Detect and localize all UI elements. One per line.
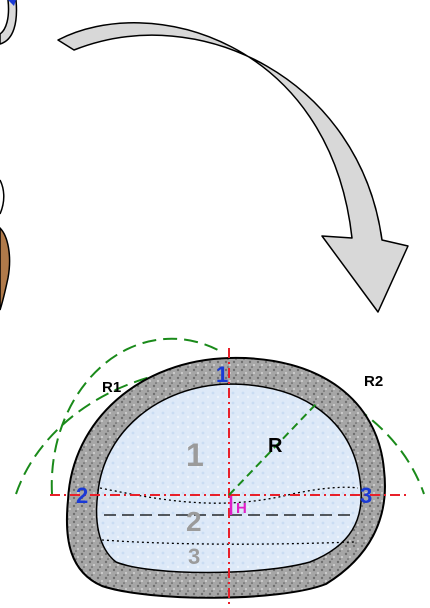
height-label: H: [236, 500, 247, 517]
section-boundary-lower: [101, 539, 355, 545]
radius-r1-label: R1: [102, 379, 121, 396]
section-label-2: 2: [186, 506, 202, 537]
radius-r2-label: R2: [364, 373, 383, 390]
rock-edge: [0, 179, 5, 215]
radius-r-line: [228, 401, 319, 496]
section-label-3: 3: [188, 544, 200, 569]
radius-r-label: R: [268, 435, 283, 457]
tunnel-interior: [95, 383, 362, 574]
section-boundary-upper: [99, 486, 359, 504]
section-label-1: 1: [186, 437, 204, 473]
point-label-3: 3: [360, 483, 372, 508]
point-label-1: 1: [216, 362, 228, 387]
curved-arrow: [57, 22, 409, 313]
hook-tip-accent: [8, 0, 16, 6]
hook-shape: [0, 0, 18, 45]
arc-r1: [50, 337, 219, 495]
rock-fragment: [0, 226, 11, 311]
point-label-2: 2: [76, 483, 88, 508]
